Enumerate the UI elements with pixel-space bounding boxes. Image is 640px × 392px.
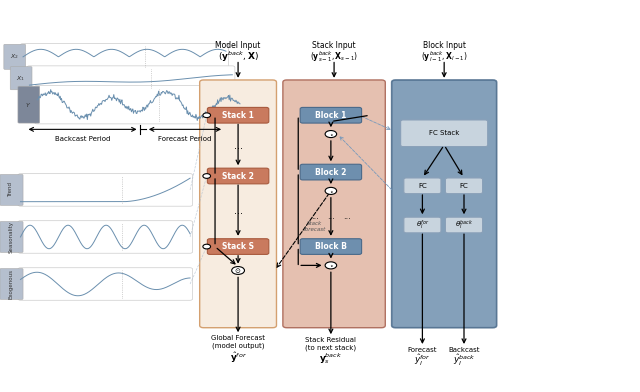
Circle shape <box>325 131 337 138</box>
Text: Forecast Period: Forecast Period <box>158 136 212 142</box>
Text: Backcast: Backcast <box>448 347 480 353</box>
FancyBboxPatch shape <box>207 168 269 184</box>
Text: Stack Input: Stack Input <box>312 41 356 49</box>
Text: Stack S: Stack S <box>222 242 254 251</box>
FancyBboxPatch shape <box>0 221 23 252</box>
Text: ...: ... <box>234 206 243 216</box>
FancyBboxPatch shape <box>27 66 235 91</box>
FancyBboxPatch shape <box>404 178 441 194</box>
Text: $X_1$: $X_1$ <box>16 74 25 83</box>
FancyBboxPatch shape <box>200 80 276 328</box>
Text: Block 1: Block 1 <box>315 111 347 120</box>
Text: $Y$: $Y$ <box>25 101 31 109</box>
Text: $(\mathbf{y}_{l-1}^{back}, \mathbf{X}_{l-1})$: $(\mathbf{y}_{l-1}^{back}, \mathbf{X}_{l… <box>420 49 468 64</box>
Text: $\hat{\mathbf{y}}^{for}$: $\hat{\mathbf{y}}^{for}$ <box>230 350 246 365</box>
Circle shape <box>325 262 337 269</box>
Text: Seasonality: Seasonality <box>8 221 13 253</box>
Text: (model output): (model output) <box>212 343 264 349</box>
FancyBboxPatch shape <box>20 44 228 70</box>
Text: $\mathbf{y}_s^{back}$: $\mathbf{y}_s^{back}$ <box>319 351 342 366</box>
FancyBboxPatch shape <box>0 269 23 299</box>
Text: Model Input: Model Input <box>216 41 260 49</box>
Text: FC Stack: FC Stack <box>429 130 460 136</box>
Text: $(\mathbf{y}_{s-1}^{back}, \mathbf{X}_{s-1})$: $(\mathbf{y}_{s-1}^{back}, \mathbf{X}_{s… <box>310 49 358 64</box>
FancyBboxPatch shape <box>35 85 243 124</box>
FancyBboxPatch shape <box>401 120 488 147</box>
Text: $\hat{y}_l^{back}$: $\hat{y}_l^{back}$ <box>452 353 476 368</box>
Text: (to next stack): (to next stack) <box>305 345 356 351</box>
Text: ...: ... <box>343 212 351 221</box>
Circle shape <box>203 244 211 249</box>
Text: $\odot$: $\odot$ <box>234 266 242 275</box>
Text: Backcast Period: Backcast Period <box>55 136 110 142</box>
FancyBboxPatch shape <box>18 268 193 300</box>
Text: Trend: Trend <box>8 182 13 198</box>
Circle shape <box>232 267 244 274</box>
FancyBboxPatch shape <box>4 44 26 69</box>
Text: $\theta_l^{back}$: $\theta_l^{back}$ <box>455 218 473 232</box>
FancyBboxPatch shape <box>10 67 32 90</box>
Text: $\theta_l^{for}$: $\theta_l^{for}$ <box>415 218 429 232</box>
Text: FC: FC <box>460 183 468 189</box>
FancyBboxPatch shape <box>300 164 362 180</box>
FancyBboxPatch shape <box>300 239 362 254</box>
FancyBboxPatch shape <box>445 217 483 233</box>
FancyBboxPatch shape <box>392 80 497 328</box>
FancyBboxPatch shape <box>283 80 385 328</box>
Text: Exogenous: Exogenous <box>8 269 13 299</box>
Circle shape <box>203 113 211 118</box>
Text: ...: ... <box>311 212 319 221</box>
Text: $\circ$: $\circ$ <box>328 131 333 137</box>
Text: $X_2$: $X_2$ <box>10 53 19 61</box>
FancyBboxPatch shape <box>404 217 441 233</box>
Text: Stack Residual: Stack Residual <box>305 337 356 343</box>
Text: Block 2: Block 2 <box>315 168 347 176</box>
Circle shape <box>325 187 337 194</box>
Text: ...: ... <box>234 141 243 151</box>
FancyBboxPatch shape <box>207 107 269 123</box>
FancyBboxPatch shape <box>18 86 40 123</box>
Text: Stack 1: Stack 1 <box>222 111 254 120</box>
Text: $\circ$: $\circ$ <box>328 262 333 269</box>
Text: Block Input: Block Input <box>422 41 466 49</box>
FancyBboxPatch shape <box>18 174 193 206</box>
Circle shape <box>203 174 211 178</box>
FancyBboxPatch shape <box>0 174 23 205</box>
FancyBboxPatch shape <box>445 178 483 194</box>
Text: ...: ... <box>327 212 335 221</box>
Text: FC: FC <box>418 183 427 189</box>
FancyBboxPatch shape <box>300 107 362 123</box>
Text: Stack 2: Stack 2 <box>222 172 254 180</box>
FancyBboxPatch shape <box>18 221 193 253</box>
Text: $\circ$: $\circ$ <box>328 188 333 194</box>
Text: Stack
forecast: Stack forecast <box>303 221 326 232</box>
Text: $\hat{y}_l^{for}$: $\hat{y}_l^{for}$ <box>414 353 431 368</box>
FancyBboxPatch shape <box>207 239 269 254</box>
Text: Global Forecast: Global Forecast <box>211 335 265 341</box>
Text: Forecast: Forecast <box>408 347 437 353</box>
Text: $(\mathbf{y}^{back}, \mathbf{X})$: $(\mathbf{y}^{back}, \mathbf{X})$ <box>218 50 259 64</box>
Text: Block B: Block B <box>315 242 347 251</box>
